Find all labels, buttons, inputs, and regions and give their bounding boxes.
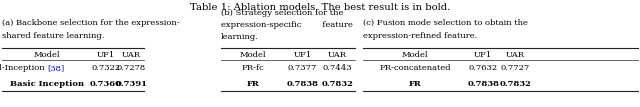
Text: Model: Model [402, 51, 428, 59]
Text: [38]: [38] [47, 65, 65, 72]
Text: 0.7278: 0.7278 [116, 65, 146, 72]
Text: 0.7377: 0.7377 [288, 65, 317, 72]
Text: Table 1: Ablation models. The best result is in bold.: Table 1: Ablation models. The best resul… [190, 3, 450, 12]
Text: 0.7391: 0.7391 [115, 80, 147, 88]
Text: FR-fc: FR-fc [241, 65, 264, 72]
Text: shared feature learning.: shared feature learning. [2, 32, 104, 40]
Text: 0.7360: 0.7360 [90, 80, 122, 88]
Text: FR-concatenated: FR-concatenated [380, 65, 451, 72]
Text: 0.7838: 0.7838 [287, 80, 319, 88]
Text: FR: FR [409, 80, 421, 88]
Text: 0.7632: 0.7632 [468, 65, 498, 72]
Text: Dual-Inception: Dual-Inception [0, 65, 47, 72]
Text: FR: FR [246, 80, 259, 88]
Text: expression-refined feature.: expression-refined feature. [363, 32, 477, 40]
Text: UAR: UAR [506, 51, 525, 59]
Text: UAR: UAR [122, 51, 141, 59]
Text: 0.7322: 0.7322 [91, 65, 120, 72]
Text: learning.: learning. [221, 33, 259, 41]
Text: (b) Strategy selection for the: (b) Strategy selection for the [221, 9, 343, 17]
Text: Basic Inception: Basic Inception [10, 80, 84, 88]
Text: 0.7838: 0.7838 [467, 80, 499, 88]
Text: UF1: UF1 [293, 51, 312, 59]
Text: UAR: UAR [328, 51, 347, 59]
Text: 0.7832: 0.7832 [499, 80, 531, 88]
Text: 0.7832: 0.7832 [322, 80, 353, 88]
Text: 0.7443: 0.7443 [323, 65, 353, 72]
Text: 0.7727: 0.7727 [500, 65, 530, 72]
Text: UF1: UF1 [97, 51, 115, 59]
Text: Model: Model [239, 51, 266, 59]
Text: (a) Backbone selection for the expression-: (a) Backbone selection for the expressio… [2, 19, 180, 27]
Text: (c) Fusion mode selection to obtain the: (c) Fusion mode selection to obtain the [363, 19, 528, 27]
Text: expression-specific        feature: expression-specific feature [221, 21, 353, 29]
Text: Model: Model [34, 51, 61, 59]
Text: UF1: UF1 [474, 51, 492, 59]
